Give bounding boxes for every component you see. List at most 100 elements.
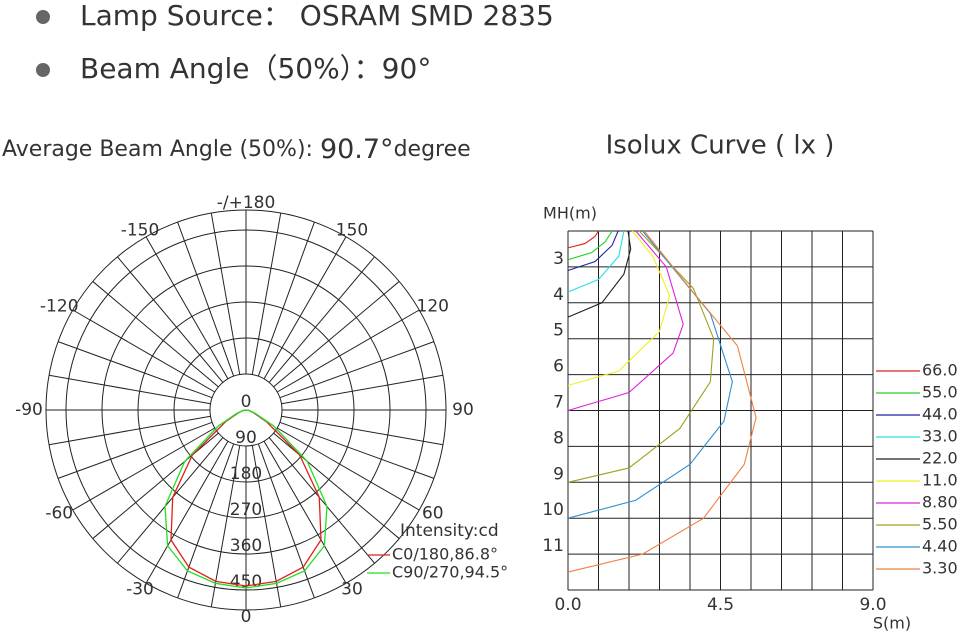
spoke [177,443,235,599]
bullet [36,63,50,77]
isolux-curve [567,230,757,573]
spoke [48,374,211,405]
spoke [279,421,435,479]
theta-tick-label: 120 [417,297,449,317]
r-tick-label: 180 [230,464,262,484]
x-tick-label: 4.5 [707,595,734,615]
ring [173,337,319,483]
legend-label: C0/180,86.8° [392,545,498,564]
theta-tick-label: 150 [336,221,368,241]
ring [209,373,283,447]
spoke [276,309,420,393]
spoke [257,443,315,599]
theta-tick-label: -/+180 [217,193,276,213]
y-tick-label: 3 [553,249,564,269]
legend-label: 3.30 [922,559,958,578]
theta-tick-label: -90 [15,400,43,420]
theta-tick-label: 30 [341,579,363,599]
legend-label: 66.0 [922,361,958,380]
bullet-text: Beam Angle（50%）：90° [80,52,431,85]
theta-tick-label: -120 [40,297,79,317]
bullet [36,10,50,24]
spoke [268,256,375,383]
y-tick-label: 6 [553,357,564,377]
ring [137,301,355,519]
spoke [48,415,211,446]
y-tick-label: 11 [542,536,564,556]
isolux-curve [567,230,715,483]
y-tick-label: 7 [553,393,564,413]
r-tick-label: 90 [235,428,257,448]
legend-title: Intensity:cd [400,521,499,541]
r-tick-label: 450 [230,572,262,592]
r-tick-label: 270 [230,500,262,520]
spoke [210,212,241,375]
spoke [268,437,375,564]
spoke [273,432,400,539]
r-tick-label: 0 [241,392,252,412]
title-label: Average Beam Angle (50%): [2,137,320,162]
ring [101,265,391,555]
outer-ring [45,209,447,611]
theta-tick-label: -30 [126,579,154,599]
spoke [273,281,400,388]
spoke [117,437,224,564]
y-tick-label: 10 [542,500,564,520]
isolux-curve [567,230,632,318]
spoke [92,432,219,539]
isolux-curve [567,230,619,272]
isolux-curve [567,230,684,412]
isolux-curve [567,230,613,261]
spoke [263,236,347,380]
x-tick-label: 9.0 [859,595,886,615]
spoke [72,309,216,393]
spoke [57,421,213,479]
spoke [279,341,435,399]
legend-label: 33.0 [922,427,958,446]
y-axis-label: MH(m) [543,204,597,223]
spoke [177,221,235,377]
spoke [251,212,282,375]
y-tick-label: 8 [553,428,564,448]
title-unit: degree [394,137,471,162]
legend-label: 11.0 [922,471,958,490]
bullet-text: Lamp Source： OSRAM SMD 2835 [80,0,554,32]
spoke [281,415,444,446]
legend-label: 8.80 [922,493,958,512]
y-tick-label: 4 [553,285,564,305]
spoke [145,440,229,584]
theta-tick-label: 0 [241,607,252,627]
y-tick-label: 5 [553,321,564,341]
spoke [276,427,420,511]
r-tick-label: 360 [230,536,262,556]
theta-tick-label: 90 [452,400,474,420]
isolux-curve [567,230,671,386]
spoke [281,374,444,405]
spoke [92,281,219,388]
legend-label: 55.0 [922,383,958,402]
isolux-curve [567,230,625,293]
isolux-curve [567,230,599,249]
spoke [72,427,216,511]
polar-title: Average Beam Angle (50%): 90.7°degree [2,134,471,165]
theta-tick-label: 60 [422,504,444,524]
spoke [57,341,213,399]
spoke [210,445,241,608]
theta-tick-label: -60 [45,504,73,524]
theta-tick-label: -150 [121,221,160,241]
x-tick-label: 0.0 [554,595,581,615]
spoke [117,256,224,383]
legend-label: 5.50 [922,515,958,534]
ring [65,229,427,591]
y-tick-label: 9 [553,464,564,484]
legend-label: 44.0 [922,405,958,424]
legend-label: C90/270,94.5° [392,563,508,582]
legend-label: 22.0 [922,449,958,468]
x-axis-label: S(m) [873,614,911,633]
spoke [251,445,282,608]
intensity-curve [164,409,328,589]
spoke [145,236,229,380]
spoke [257,221,315,377]
legend-label: 4.40 [922,537,958,556]
